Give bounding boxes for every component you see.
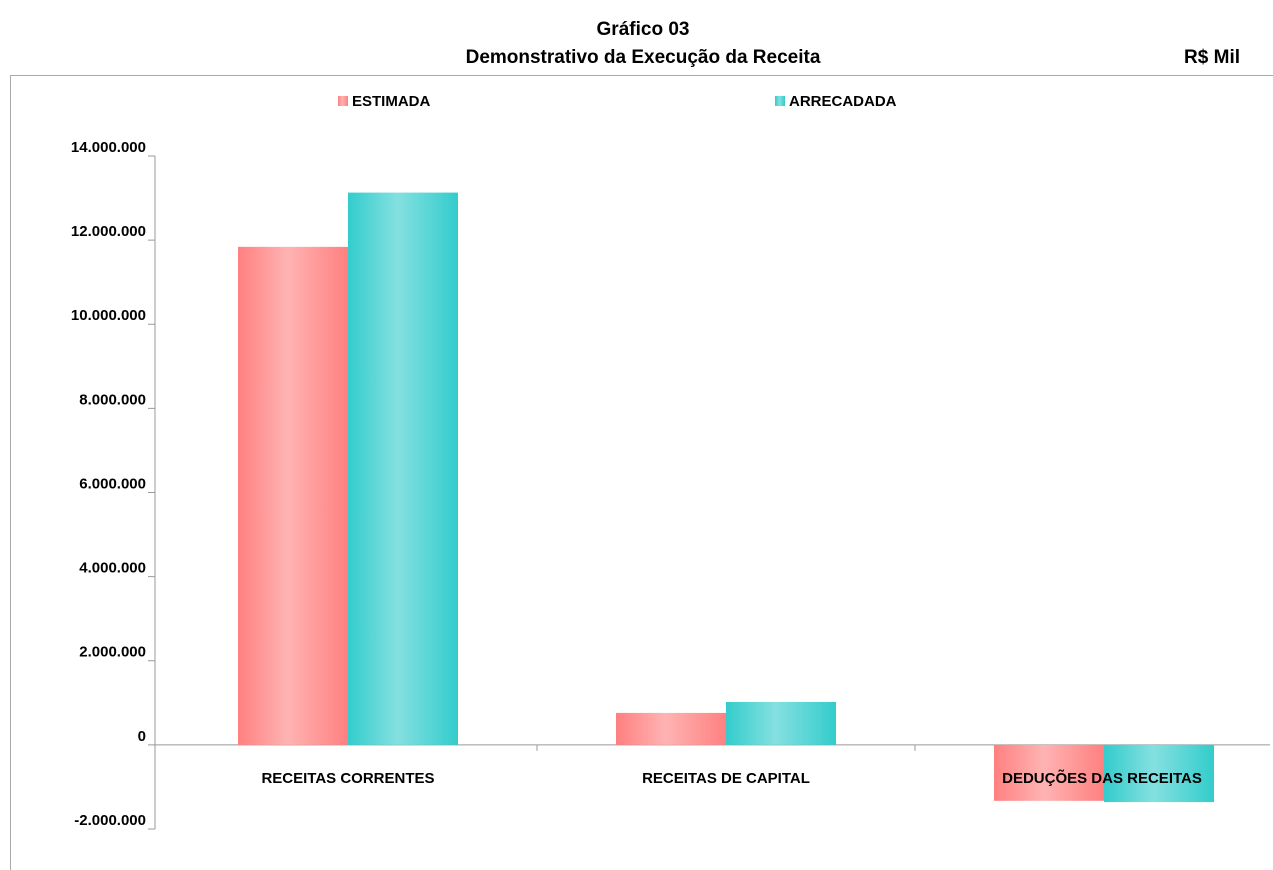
x-tick-label: RECEITAS CORRENTES	[261, 770, 434, 787]
legend-swatch	[775, 96, 785, 106]
y-tick-label: -2.000.000	[74, 812, 146, 829]
y-tick-label: 14.000.000	[71, 139, 146, 156]
chart-subtitle: Demonstrativo da Execução da Receita	[466, 47, 821, 68]
x-tick-label: DEDUÇÕES DAS RECEITAS	[1002, 769, 1202, 787]
y-tick-label: 10.000.000	[71, 307, 146, 324]
bar	[616, 712, 726, 745]
y-tick-label: 2.000.000	[79, 644, 146, 661]
y-tick-label: 4.000.000	[79, 560, 146, 577]
legend-swatch	[338, 96, 348, 106]
y-tick-label: 8.000.000	[79, 391, 146, 408]
legend-label: ARRECADADA	[789, 93, 897, 110]
y-tick-label: 6.000.000	[79, 475, 146, 492]
bar	[238, 246, 348, 745]
x-tick-label: RECEITAS DE CAPITAL	[642, 770, 810, 787]
chart-frame	[10, 75, 1273, 870]
bar	[1104, 744, 1214, 803]
y-tick-label: 0	[138, 728, 146, 745]
bar	[726, 701, 836, 745]
y-tick-label: 12.000.000	[71, 223, 146, 240]
bar	[994, 744, 1104, 801]
bar	[348, 192, 458, 745]
chart-title: Gráfico 03	[597, 19, 690, 40]
legend-label: ESTIMADA	[352, 93, 431, 110]
unit-label: R$ Mil	[1184, 47, 1240, 68]
